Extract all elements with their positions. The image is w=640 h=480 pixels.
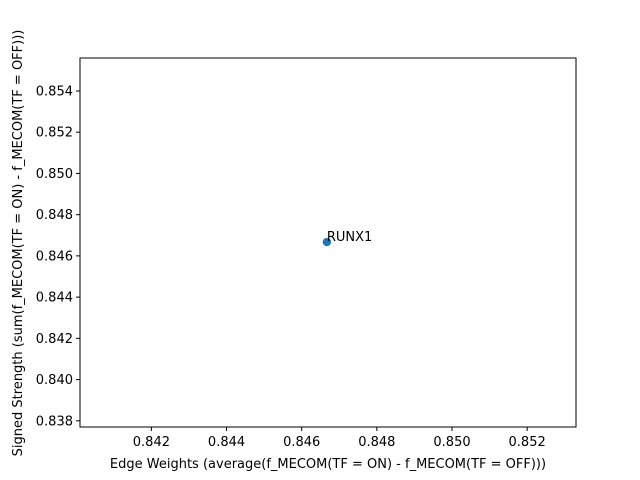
y-tick-label: 0.850 xyxy=(36,167,73,182)
y-tick-label: 0.838 xyxy=(36,414,73,429)
y-axis-ticks: 0.838 0.840 0.842 0.844 0.846 0.848 0.850 0.852… xyxy=(36,84,80,429)
point-label: RUNX1 xyxy=(327,230,372,245)
y-tick-label: 0.854 xyxy=(36,84,73,99)
x-tick-label: 0.842 xyxy=(133,435,170,450)
x-tick-label: 0.848 xyxy=(358,435,395,450)
y-tick-label: 0.842 xyxy=(36,332,73,347)
x-tick-label: 0.844 xyxy=(208,435,245,450)
data-points: RUNX1 xyxy=(322,230,372,247)
y-tick-label: 0.840 xyxy=(36,373,73,388)
x-axis-ticks: 0.842 0.844 0.846 0.848 0.850 0.852 xyxy=(133,427,546,450)
y-tick-label: 0.844 xyxy=(36,291,73,306)
y-tick-label: 0.848 xyxy=(36,208,73,223)
x-tick-label: 0.846 xyxy=(283,435,320,450)
x-axis-label: Edge Weights (average(f_MECOM(TF = ON) -… xyxy=(110,457,546,472)
data-point xyxy=(322,237,332,247)
y-axis-label: Signed Strength (sum(f_MECOM(TF = ON) - … xyxy=(11,30,26,457)
y-tick-label: 0.846 xyxy=(36,249,73,264)
x-tick-label: 0.850 xyxy=(433,435,470,450)
x-tick-label: 0.852 xyxy=(509,435,546,450)
y-tick-label: 0.852 xyxy=(36,126,73,141)
